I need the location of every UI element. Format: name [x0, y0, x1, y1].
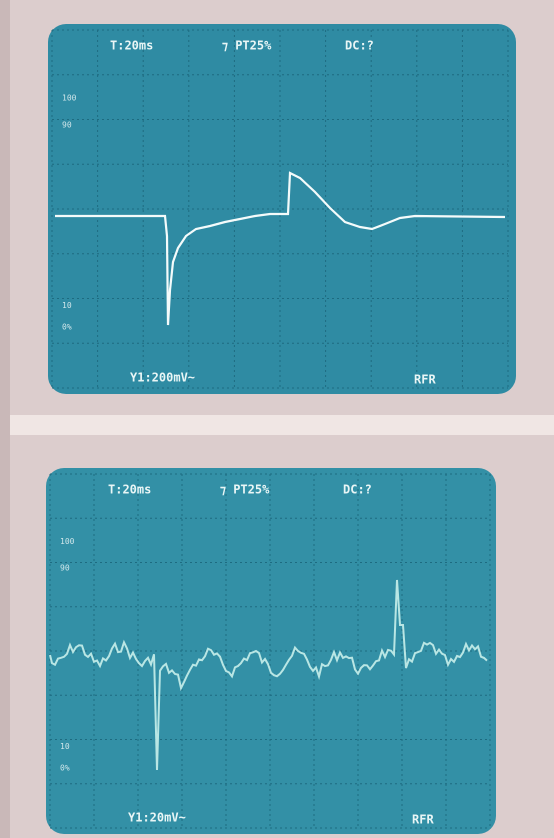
level-marker: 0% [62, 323, 72, 332]
timebase: T:20ms [108, 483, 151, 497]
coupling: DC:? [343, 483, 372, 497]
channel: Y1:20mV~ [128, 811, 186, 825]
trigger: ⁊ PT25% [222, 39, 272, 53]
mode: RFR [414, 373, 436, 387]
level-marker: 10 [62, 301, 72, 310]
bezel-shadow [0, 0, 10, 838]
photo: T:20ms ⁊ PT25% DC:? 100 90 10 0% Y1:200mV~ RFR T:… [0, 0, 554, 838]
timebase: T:20ms [110, 39, 153, 53]
level-marker: 100 [62, 94, 77, 103]
coupling: DC:? [345, 39, 374, 53]
trigger: ⁊ PT25% [220, 483, 270, 497]
mode: RFR [412, 813, 434, 827]
level-marker: 10 [60, 742, 70, 751]
bezel-edge [0, 415, 554, 435]
level-marker: 90 [60, 563, 70, 572]
level-marker: 100 [60, 537, 75, 546]
level-marker: 0% [60, 763, 70, 772]
channel: Y1:200mV~ [130, 371, 195, 385]
level-marker: 90 [62, 120, 72, 129]
